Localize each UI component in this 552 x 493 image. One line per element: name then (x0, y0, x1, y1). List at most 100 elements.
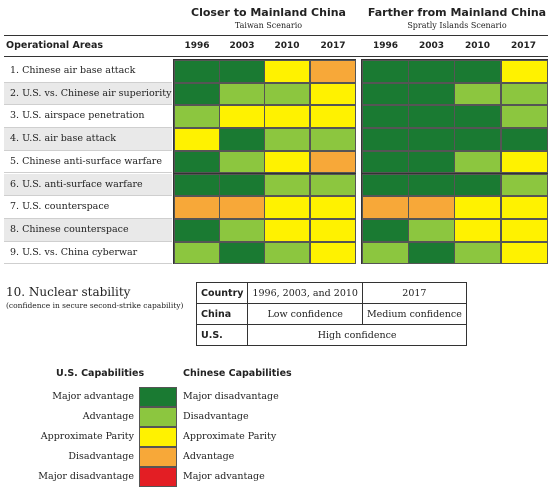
spratly-cell (362, 82, 409, 106)
spratly-cell (454, 128, 501, 151)
spratly-cell (362, 241, 409, 265)
legend-us-heading: U.S. Capabilities (56, 368, 145, 379)
operational-area-row-label: 8. Chinese counterspace (4, 218, 172, 242)
taiwan-cell (174, 128, 220, 151)
taiwan-cell (219, 196, 265, 219)
legend-us-label: Major disadvantage (38, 471, 134, 482)
taiwan-year-label: 1996 (184, 41, 210, 51)
legend-china-heading: Chinese Capabilities (183, 368, 292, 379)
taiwan-cell (310, 128, 356, 151)
taiwan-cell (174, 218, 220, 242)
spratly-cell (501, 128, 548, 151)
legend-us-label: Disadvantage (68, 451, 134, 462)
nuclear-china-early: Low confidence (247, 303, 363, 325)
spratly-heatmap (361, 59, 548, 265)
taiwan-year-label: 2017 (320, 41, 346, 51)
nuclear-us-row: U.S. High confidence (195, 324, 467, 346)
taiwan-year-label: 2003 (229, 41, 255, 51)
taiwan-cell (264, 82, 310, 106)
taiwan-cell (174, 105, 220, 129)
spratly-cell (408, 105, 455, 129)
spratly-cell (454, 173, 501, 197)
spratly-group-subtitle: Spratly Islands Scenario (407, 21, 507, 30)
spratly-cell (454, 218, 501, 242)
spratly-cell (501, 196, 548, 219)
legend-swatch (139, 427, 177, 447)
taiwan-cell (219, 128, 265, 151)
nuclear-china-late: Medium confidence (361, 303, 467, 325)
spratly-cell (501, 218, 548, 242)
spratly-cell (454, 105, 501, 129)
taiwan-cell (310, 196, 356, 219)
spratly-cell (362, 60, 409, 83)
operational-area-row-label: 7. U.S. counterspace (4, 196, 172, 219)
nuclear-title: 10. Nuclear stability (6, 285, 131, 299)
operational-area-row-label: 9. U.S. vs. China cyberwar (4, 242, 172, 265)
nuclear-subtitle: (confidence in secure second-strike capa… (6, 301, 184, 310)
taiwan-cell (310, 105, 356, 129)
taiwan-cell (174, 82, 220, 106)
spratly-cell (362, 196, 409, 219)
spratly-cell (501, 60, 548, 83)
legend-swatch (139, 407, 177, 427)
spratly-cell (408, 150, 455, 174)
legend-us-label: Major advantage (52, 391, 134, 402)
header-bottom-rule (4, 56, 548, 57)
taiwan-cell (219, 60, 265, 83)
spratly-cell (454, 82, 501, 106)
spratly-cell (408, 241, 455, 265)
taiwan-year-label: 2010 (274, 41, 300, 51)
taiwan-cell (310, 218, 356, 242)
taiwan-group-subtitle: Taiwan Scenario (234, 21, 303, 30)
taiwan-cell (219, 241, 265, 265)
operational-area-row-label: 5. Chinese anti-surface warfare (4, 151, 172, 174)
taiwan-cell (264, 128, 310, 151)
spratly-cell (454, 241, 501, 265)
taiwan-group-title: Closer to Mainland China (191, 6, 346, 19)
taiwan-cell (219, 218, 265, 242)
spratly-cell (501, 150, 548, 174)
taiwan-cell (310, 82, 356, 106)
spratly-cell (408, 60, 455, 83)
taiwan-cell (219, 105, 265, 129)
spratly-cell (362, 105, 409, 129)
taiwan-cell (174, 173, 220, 197)
operational-areas-header: Operational Areas (6, 40, 104, 51)
nuclear-col-late: 2017 (361, 282, 467, 304)
taiwan-cell (264, 241, 310, 265)
spratly-year-label: 2003 (418, 41, 445, 51)
spratly-cell (454, 150, 501, 174)
spratly-cell (408, 82, 455, 106)
spratly-cell (408, 128, 455, 151)
legend-china-label: Major advantage (183, 471, 265, 482)
legend-china-label: Advantage (183, 451, 235, 462)
nuclear-us-label: U.S. (195, 324, 249, 346)
legend-china-label: Disadvantage (183, 411, 249, 422)
taiwan-cell (310, 173, 356, 197)
spratly-cell (408, 196, 455, 219)
spratly-cell (454, 196, 501, 219)
legend-swatch (139, 467, 177, 487)
taiwan-cell (174, 241, 220, 265)
taiwan-cell (264, 60, 310, 83)
legend-swatch (139, 387, 177, 407)
taiwan-cell (219, 173, 265, 197)
spratly-cell (408, 173, 455, 197)
spratly-year-label: 2010 (464, 41, 491, 51)
nuclear-col-country: Country (195, 282, 249, 304)
nuclear-header-row: Country 1996, 2003, and 2010 2017 (195, 282, 467, 304)
taiwan-cell (264, 150, 310, 174)
spratly-cell (408, 218, 455, 242)
nuclear-table: Country 1996, 2003, and 2010 2017 China … (195, 282, 467, 346)
spratly-cell (362, 128, 409, 151)
taiwan-cell (310, 150, 356, 174)
nuclear-col-early: 1996, 2003, and 2010 (247, 282, 363, 304)
legend-china-label: Major disadvantage (183, 391, 279, 402)
spratly-cell (501, 173, 548, 197)
spratly-cell (501, 105, 548, 129)
spratly-cell (362, 218, 409, 242)
taiwan-cell (264, 218, 310, 242)
header-top-rule (4, 35, 548, 36)
taiwan-cell (174, 60, 220, 83)
taiwan-cell (174, 196, 220, 219)
